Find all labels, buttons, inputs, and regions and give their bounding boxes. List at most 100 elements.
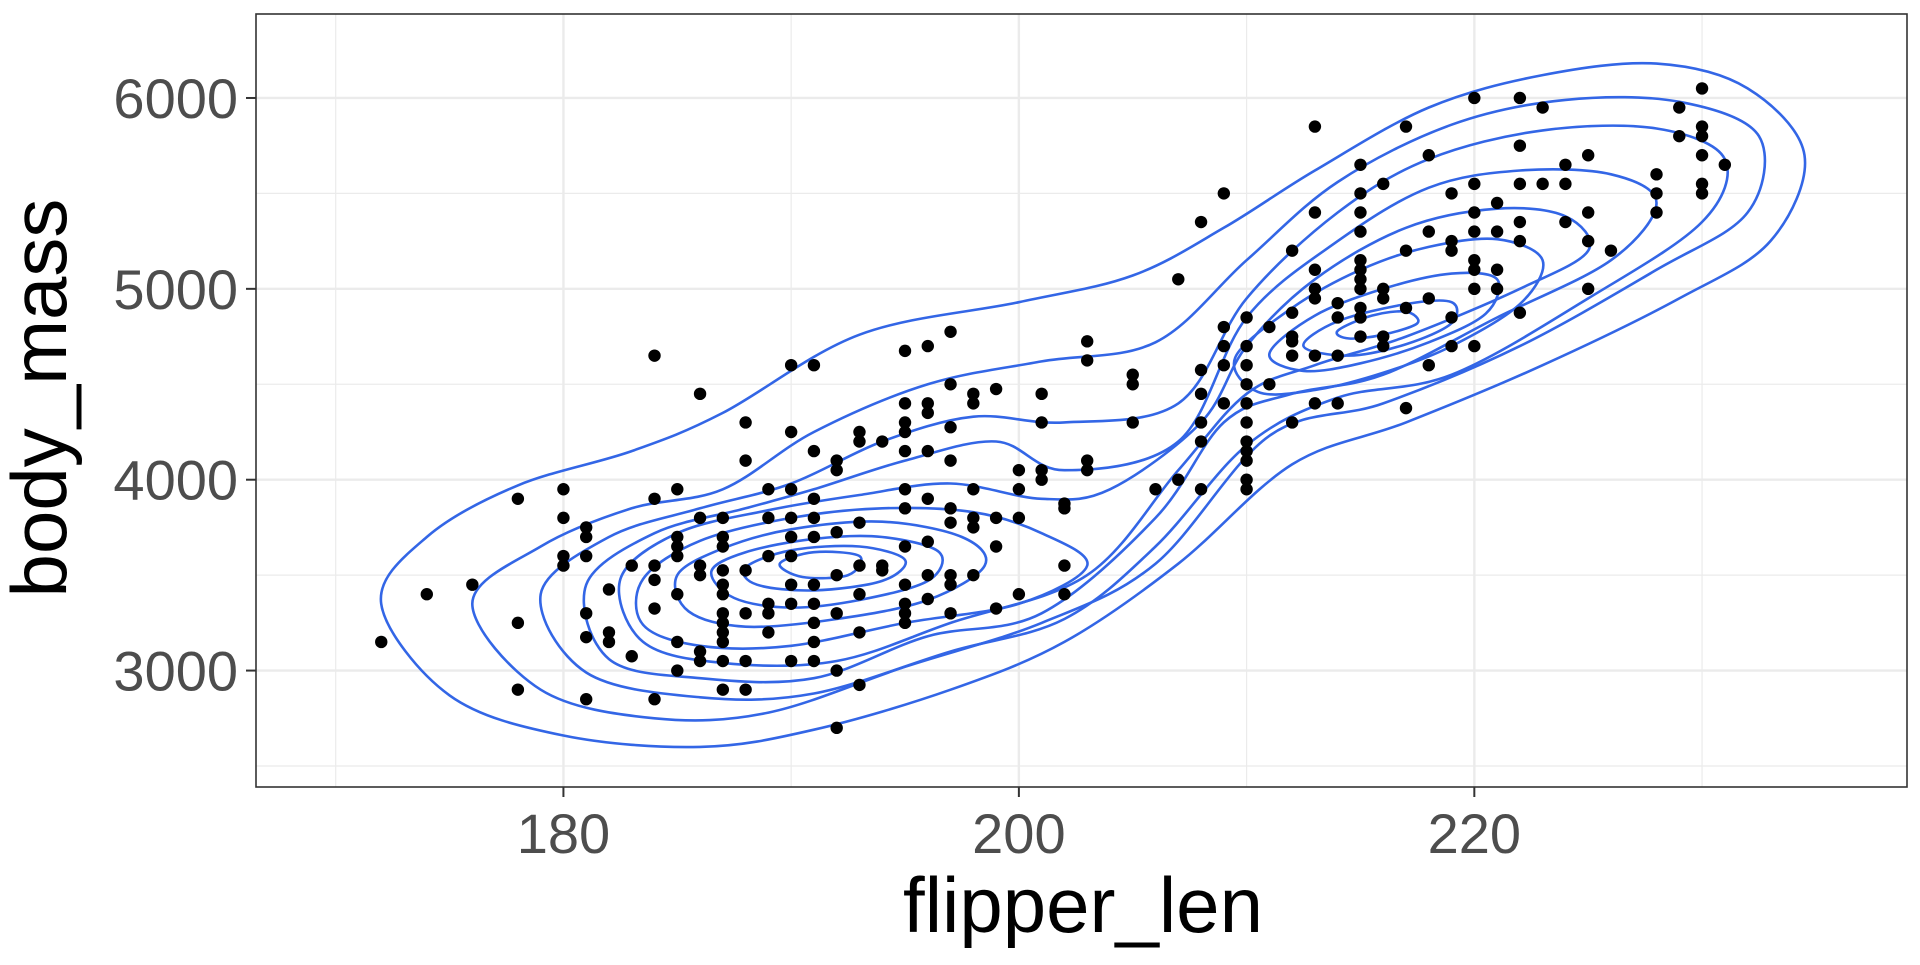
scatter-point bbox=[830, 525, 843, 539]
scatter-point bbox=[1308, 292, 1322, 305]
scatter-point bbox=[944, 421, 957, 434]
scatter-point bbox=[602, 626, 616, 639]
scatter-point bbox=[511, 616, 525, 630]
scatter-point bbox=[1308, 349, 1322, 362]
scatter-point bbox=[944, 568, 957, 582]
scatter-point bbox=[1581, 282, 1595, 296]
scatter-point bbox=[1490, 196, 1504, 210]
scatter-point bbox=[853, 588, 866, 601]
scatter-point bbox=[784, 358, 798, 372]
scatter-point bbox=[1240, 397, 1253, 410]
scatter-point bbox=[1194, 435, 1208, 448]
scatter-point bbox=[807, 444, 821, 458]
scatter-point bbox=[1445, 187, 1458, 200]
scatter-point bbox=[1126, 416, 1139, 429]
scatter-point bbox=[807, 511, 821, 525]
scatter-point bbox=[1354, 282, 1367, 296]
scatter-point bbox=[989, 511, 1003, 525]
panel-border bbox=[255, 13, 1908, 788]
scatter-point bbox=[693, 387, 707, 401]
scatter-point bbox=[830, 607, 843, 620]
scatter-point bbox=[580, 607, 593, 620]
scatter-point bbox=[1604, 244, 1618, 257]
scatter-point bbox=[1490, 225, 1504, 238]
scatter-point bbox=[967, 387, 980, 401]
scatter-point bbox=[1695, 82, 1709, 95]
scatter-point bbox=[1080, 463, 1094, 477]
scatter-point bbox=[1354, 263, 1367, 276]
scatter-point bbox=[1399, 301, 1413, 315]
scatter-point bbox=[1308, 206, 1322, 219]
x-tick-label: 220 bbox=[1428, 802, 1521, 865]
scatter-point bbox=[784, 578, 798, 591]
scatter-point bbox=[1422, 225, 1435, 238]
scatter-point bbox=[1650, 206, 1663, 219]
scatter-point bbox=[739, 607, 752, 620]
scatter-point bbox=[625, 559, 638, 572]
y-tick-label: 4000 bbox=[113, 449, 238, 512]
scatter-point bbox=[784, 425, 798, 439]
scatter-point bbox=[1058, 588, 1071, 601]
x-tick-label: 180 bbox=[517, 802, 610, 865]
scatter-point bbox=[1513, 91, 1527, 105]
scatter-point bbox=[716, 530, 730, 544]
scatter-point bbox=[989, 540, 1003, 553]
scatter-point bbox=[1012, 588, 1026, 601]
scatter-point bbox=[1399, 244, 1413, 257]
scatter-point bbox=[762, 483, 775, 496]
scatter-point bbox=[580, 630, 593, 644]
scatter-point bbox=[1240, 311, 1253, 324]
scatter-point bbox=[762, 549, 775, 563]
scatter-point bbox=[944, 378, 957, 391]
scatter-point bbox=[1035, 463, 1048, 477]
scatter-point bbox=[557, 559, 570, 572]
scatter-point bbox=[1240, 358, 1253, 372]
scatter-point bbox=[1308, 397, 1322, 410]
scatter-point bbox=[1718, 158, 1732, 171]
scatter-point bbox=[762, 607, 775, 620]
scatter-point bbox=[716, 564, 730, 577]
scatter-point bbox=[557, 549, 570, 563]
scatter-point bbox=[693, 511, 707, 525]
scatter-point bbox=[671, 540, 684, 553]
scatter-point bbox=[466, 578, 479, 591]
scatter-point bbox=[580, 530, 593, 544]
scatter-point bbox=[1240, 483, 1253, 496]
density-contour-line bbox=[1232, 237, 1545, 396]
scatter-point bbox=[580, 521, 593, 534]
scatter-point bbox=[693, 568, 707, 582]
scatter-point bbox=[784, 511, 798, 525]
scatter-point bbox=[1308, 282, 1322, 296]
scatter-point bbox=[944, 607, 957, 620]
scatter-point bbox=[671, 635, 684, 649]
scatter-point bbox=[1012, 463, 1026, 477]
scatter-point bbox=[1695, 120, 1709, 133]
scatter-point bbox=[1354, 254, 1367, 267]
scatter-point bbox=[921, 339, 934, 353]
y-tick-label: 6000 bbox=[113, 67, 238, 130]
scatter-point bbox=[784, 549, 798, 563]
scatter-point bbox=[898, 397, 912, 410]
scatter-point bbox=[898, 444, 912, 458]
scatter-point bbox=[1354, 206, 1367, 219]
scatter-point bbox=[944, 325, 957, 338]
scatter-point bbox=[1536, 177, 1549, 191]
scatter-point bbox=[784, 597, 798, 610]
scatter-point bbox=[1377, 292, 1390, 305]
scatter-point bbox=[648, 602, 661, 615]
scatter-point bbox=[1490, 263, 1504, 276]
x-axis-title: flipper_len bbox=[903, 861, 1263, 949]
scatter-point bbox=[1285, 416, 1299, 429]
scatter-point bbox=[1422, 149, 1435, 162]
scatter-point bbox=[739, 454, 752, 467]
scatter-point bbox=[967, 568, 980, 582]
scatter-point bbox=[648, 559, 661, 572]
scatter-point bbox=[716, 683, 730, 696]
scatter-point bbox=[1012, 483, 1026, 496]
scatter-point bbox=[1240, 378, 1253, 391]
scatter-point bbox=[1285, 306, 1299, 319]
scatter-point bbox=[898, 483, 912, 496]
scatter-point bbox=[989, 602, 1003, 615]
density-contour-line bbox=[379, 61, 1807, 749]
scatter-point bbox=[420, 588, 433, 601]
